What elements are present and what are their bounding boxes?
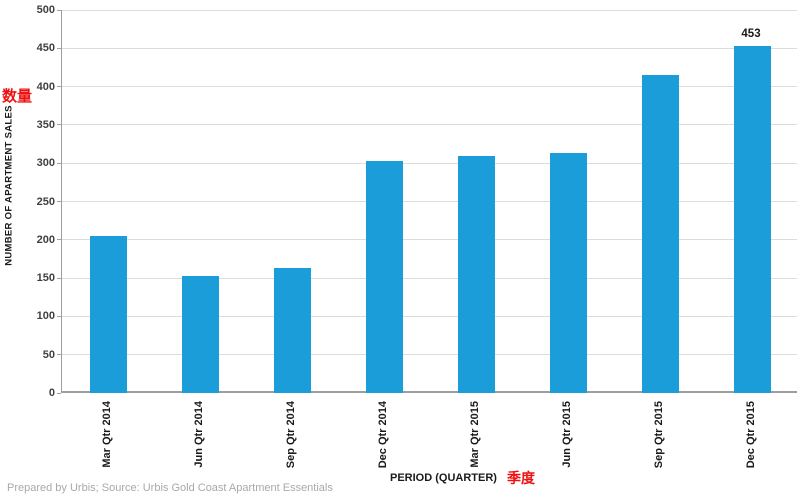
bar-dec-qtr-2015 xyxy=(733,46,771,393)
x-axis-title-chinese: 季度 xyxy=(506,470,535,486)
y-tick-label-350: 350 xyxy=(36,118,55,131)
y-tick-mark xyxy=(57,392,61,394)
y-tick-mark xyxy=(57,47,61,49)
bar-sep-qtr-2014 xyxy=(273,268,311,393)
y-tick-label-400: 400 xyxy=(36,80,55,93)
gridline-y-50 xyxy=(62,354,797,356)
x-axis-title: PERIOD (QUARTER) 季度 xyxy=(390,468,535,488)
y-tick-mark xyxy=(57,354,61,356)
x-tick-label-jun-qtr-2015: Jun Qtr 2015 xyxy=(561,401,573,468)
y-tick-label-500: 500 xyxy=(36,4,55,16)
y-tick-label-150: 150 xyxy=(36,272,55,285)
y-tick-label-250: 250 xyxy=(36,195,55,208)
x-tick-label-dec-qtr-2014: Dec Qtr 2014 xyxy=(377,401,389,469)
gridline-y-500 xyxy=(62,9,797,11)
y-tick-label-100: 100 xyxy=(36,310,55,323)
source-attribution: Prepared by Urbis; Source: Urbis Gold Co… xyxy=(7,482,333,494)
bar-jun-qtr-2014 xyxy=(181,275,219,393)
x-tick-label-sep-qtr-2015: Sep Qtr 2015 xyxy=(653,401,665,469)
bar-mar-qtr-2015 xyxy=(457,155,495,393)
gridline-y-250 xyxy=(62,201,797,202)
plot-area xyxy=(61,9,797,393)
y-tick-mark xyxy=(57,239,61,241)
gridline-y-300 xyxy=(62,162,797,164)
x-tick-label-jun-qtr-2014: Jun Qtr 2014 xyxy=(193,401,205,468)
gridline-y-450 xyxy=(62,47,797,49)
bar-mar-qtr-2014 xyxy=(89,235,127,393)
y-tick-label-300: 300 xyxy=(36,157,55,170)
y-tick-mark xyxy=(57,277,61,279)
y-tick-mark xyxy=(57,86,61,88)
x-tick-label-sep-qtr-2014: Sep Qtr 2014 xyxy=(285,401,297,469)
gridline-y-200 xyxy=(62,239,797,241)
y-tick-mark xyxy=(57,315,61,317)
bar-jun-qtr-2015 xyxy=(549,153,587,393)
y-tick-label-50: 50 xyxy=(42,348,55,361)
y-tick-mark xyxy=(57,162,61,164)
gridline-y-350 xyxy=(62,124,797,126)
x-tick-label-mar-qtr-2014: Mar Qtr 2014 xyxy=(101,401,113,468)
x-tick-label-dec-qtr-2015: Dec Qtr 2015 xyxy=(745,401,757,469)
y-tick-label-200: 200 xyxy=(36,233,55,246)
bar-value-label: 453 xyxy=(741,28,761,40)
y-tick-label-0: 0 xyxy=(48,387,55,399)
y-tick-label-450: 450 xyxy=(36,42,55,55)
y-tick-mark xyxy=(57,201,61,202)
x-axis-title-text: PERIOD (QUARTER) xyxy=(390,472,497,484)
y-tick-mark xyxy=(57,9,61,11)
bar-dec-qtr-2014 xyxy=(365,160,403,393)
bar-sep-qtr-2015 xyxy=(641,75,679,393)
gridline-y-100 xyxy=(62,315,797,317)
y-tick-mark xyxy=(57,124,61,126)
y-axis-title-chinese: 数量 xyxy=(2,88,33,105)
x-tick-label-mar-qtr-2015: Mar Qtr 2015 xyxy=(469,401,481,468)
gridline-y-150 xyxy=(62,277,797,279)
gridline-y-400 xyxy=(62,86,797,88)
